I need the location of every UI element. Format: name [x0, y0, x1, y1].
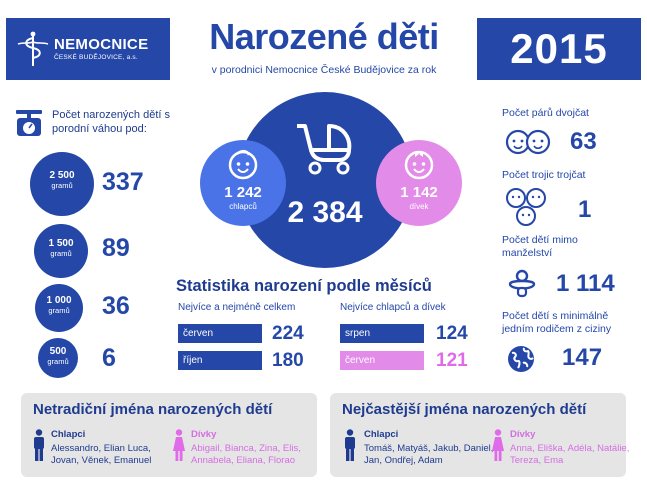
boys-max-month: srpen	[340, 324, 424, 343]
weight-grams: 2 500	[49, 170, 75, 181]
weight-count-500: 6	[102, 344, 116, 372]
girls-circle: 1 142 dívek	[376, 140, 462, 226]
caduceus-icon	[17, 31, 49, 66]
pacifier-icon	[508, 269, 536, 298]
boys-label: chlapců	[229, 202, 257, 211]
weight-count-2500: 337	[102, 168, 144, 196]
boys-count: 1 242	[224, 184, 262, 201]
weight-grams: 1 500	[48, 238, 74, 249]
weight-unit: gramů	[50, 249, 72, 258]
girls-label: dívek	[409, 202, 429, 211]
baby-scale-icon	[16, 110, 42, 136]
unusual-names-panel: Netradiční jména narozených dětí Chlapci…	[21, 393, 317, 477]
common-boys-label: Chlapci	[364, 429, 399, 440]
overall-min-month: říjen	[178, 351, 262, 370]
common-names-title: Nejčastější jména narozených dětí	[342, 401, 587, 418]
unusual-girls-label: Dívky	[191, 429, 217, 440]
weight-unit: gramů	[47, 357, 69, 366]
female-figure-icon	[492, 429, 504, 461]
unusual-girls-names: Abigail, Bianca, Zina, Elis, Annabela, E…	[191, 443, 301, 466]
boys-circle: 1 242 chlapců	[200, 140, 286, 226]
twins-label: Počet párů dvojčat	[502, 107, 589, 119]
weight-count-1500: 89	[102, 234, 130, 262]
girls-max-value: 121	[436, 350, 468, 371]
twins-value: 63	[570, 128, 597, 155]
foreign-parent-label: Počet dětí s minimálně jedním rodičem z …	[502, 310, 612, 335]
stroller-icon	[297, 124, 352, 175]
overall-max-value: 224	[272, 323, 304, 344]
globe-icon	[508, 346, 534, 372]
weight-grams: 1 000	[46, 295, 72, 306]
boy-face-icon	[228, 149, 258, 180]
outside-marriage-label: Počet dětí mimo manželství	[502, 234, 578, 259]
overall-header: Nejvíce a nejméně celkem	[178, 302, 296, 313]
male-figure-icon	[345, 429, 355, 461]
female-figure-icon	[173, 429, 185, 461]
weight-section-title: Počet narozených dětí s porodní váhou po…	[52, 109, 171, 135]
girls-max-month: červen	[340, 351, 424, 370]
triplets-label: Počet trojic trojčat	[502, 169, 586, 181]
girls-count: 1 142	[400, 184, 438, 201]
logo-subtitle: ČESKÉ BUDĚJOVICE, a.s.	[54, 54, 138, 61]
page-title: Narozené děti	[209, 16, 439, 57]
weight-count-1000: 36	[102, 292, 130, 320]
weight-circle-1000: 1 000 gramů	[35, 284, 83, 332]
page-subtitle: v porodnici Nemocnice České Budějovice z…	[211, 64, 437, 76]
triplets-value: 1	[578, 196, 592, 223]
year-badge: 2015	[477, 18, 641, 80]
weight-circle-500: 500 gramů	[38, 338, 78, 378]
overall-min-value: 180	[272, 350, 304, 371]
overall-max-month: červen	[178, 324, 262, 343]
foreign-parent-value: 147	[562, 344, 603, 371]
weight-unit: gramů	[51, 181, 73, 190]
common-girls-label: Dívky	[510, 429, 536, 440]
common-girls-names: Anna, Eliška, Adéla, Natálie, Tereza, Em…	[510, 443, 630, 466]
common-names-panel: Nejčastější jména narozených dětí Chlapc…	[330, 393, 629, 477]
total-births-value: 2 384	[287, 196, 363, 229]
triplets-icon	[506, 188, 546, 226]
year-value: 2015	[510, 25, 608, 72]
gender-header: Nejvíce chlapců a dívek	[340, 302, 446, 313]
unusual-boys-names: Alessandro, Elian Luca, Jovan, Věnek, Em…	[51, 443, 152, 466]
unusual-boys-label: Chlapci	[51, 429, 86, 440]
girl-face-icon	[404, 150, 434, 180]
month-stats-title: Statistika narození podle měsíců	[176, 277, 432, 295]
logo-name: NEMOCNICE	[54, 36, 149, 53]
common-boys-names: Tomáš, Matyáš, Jakub, Daniel, Jan, Ondře…	[364, 443, 494, 466]
twins-icon	[505, 129, 551, 155]
unusual-names-title: Netradiční jména narozených dětí	[33, 401, 273, 418]
outside-marriage-value: 1 114	[556, 270, 615, 297]
boys-max-value: 124	[436, 323, 468, 344]
weight-unit: gramů	[48, 306, 70, 315]
weight-circle-2500: 2 500 gramů	[30, 152, 94, 216]
weight-circle-1500: 1 500 gramů	[34, 224, 88, 278]
male-figure-icon	[34, 429, 44, 461]
weight-grams: 500	[49, 346, 67, 357]
hospital-logo: NEMOCNICE ČESKÉ BUDĚJOVICE, a.s.	[6, 18, 170, 80]
